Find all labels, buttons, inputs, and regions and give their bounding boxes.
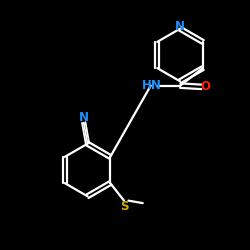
Text: N: N: [79, 110, 89, 124]
Text: N: N: [175, 20, 185, 33]
Text: HN: HN: [142, 79, 162, 92]
Text: S: S: [120, 200, 129, 212]
Text: O: O: [201, 80, 211, 93]
